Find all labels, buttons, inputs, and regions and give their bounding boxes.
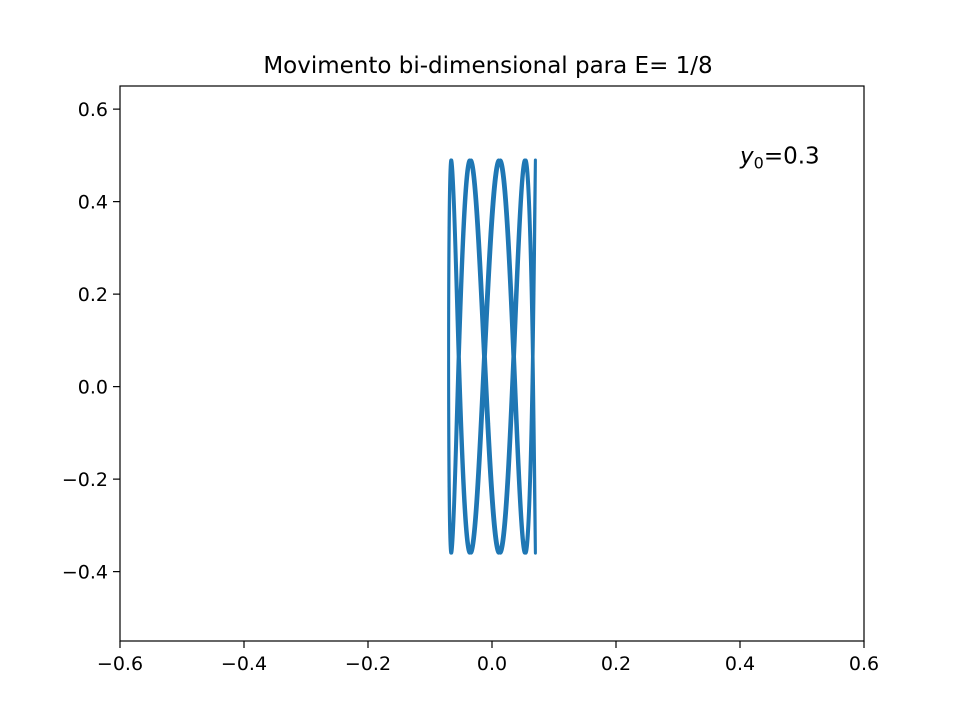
x-tick-label: 0.0 (477, 653, 507, 675)
y-tick-label: 0.2 (78, 284, 108, 306)
x-tick-label: 0.6 (849, 653, 879, 675)
x-tick-label: −0.4 (221, 653, 267, 675)
y-tick-label: −0.4 (62, 562, 108, 584)
x-tick-label: 0.4 (725, 653, 755, 675)
annotation-symbol: y (739, 143, 754, 169)
x-tick-label: 0.2 (601, 653, 631, 675)
y-tick-label: 0.6 (78, 99, 108, 121)
annotation-subscript: 0 (754, 153, 764, 172)
y-tick-label: 0.4 (78, 192, 108, 214)
x-tick-label: −0.2 (345, 653, 391, 675)
y0-annotation: y0=0.3 (739, 143, 820, 172)
x-tick-label: −0.6 (97, 653, 143, 675)
y-tick-label: 0.0 (78, 377, 108, 399)
plot-lines (447, 158, 537, 555)
chart-title: Movimento bi-dimensional para E= 1/8 (263, 53, 712, 79)
y-axis-ticks: −0.4 −0.2 0.0 0.2 0.4 0.6 (62, 99, 120, 584)
x-axis-ticks: −0.6 −0.4 −0.2 0.0 0.2 0.4 0.6 (97, 641, 879, 675)
y-tick-label: −0.2 (62, 469, 108, 491)
annotation-value: =0.3 (764, 143, 820, 169)
trajectory-line (447, 158, 537, 555)
